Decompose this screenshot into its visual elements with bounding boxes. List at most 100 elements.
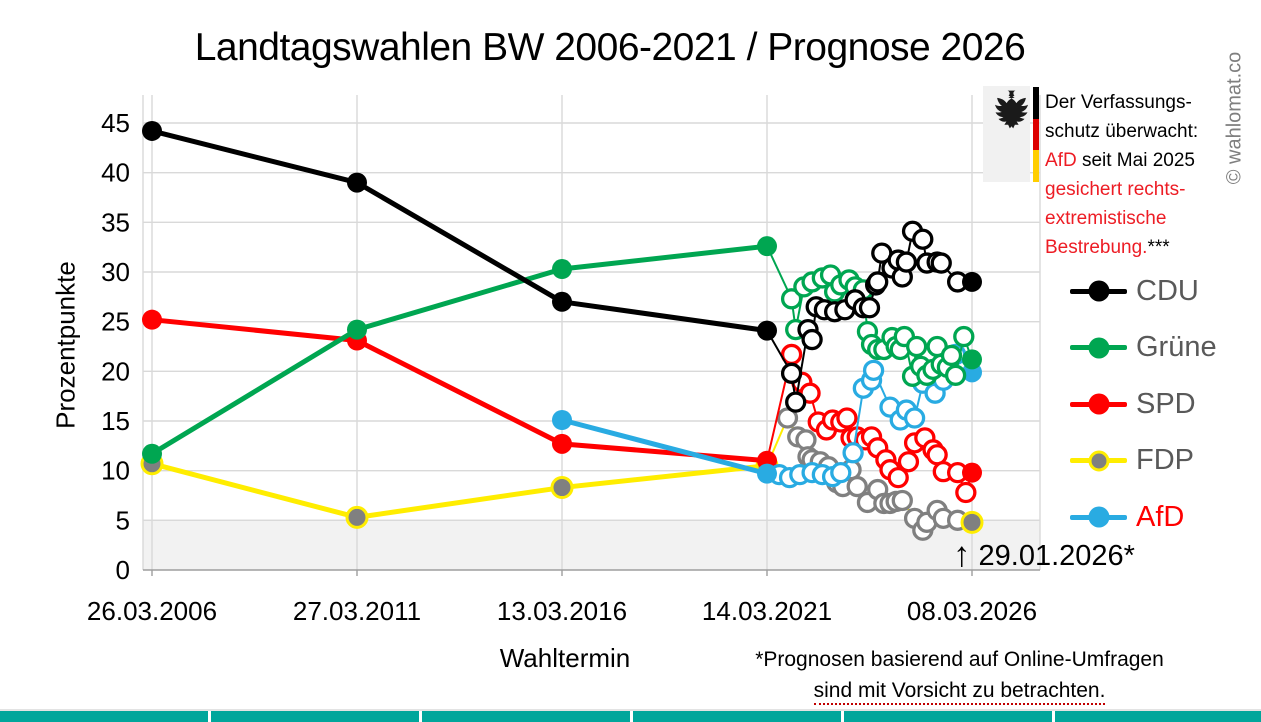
grne-election-line [150,243,768,456]
legend-item-spd: SPD [1070,388,1217,420]
y-tick-label: 15 [101,406,130,436]
cdu-poll-marker [780,362,803,384]
legend-line-afd [1070,506,1127,528]
afd-election-marker [552,410,572,431]
series-cdu [142,120,982,413]
afd-poll-marker [842,442,864,464]
y-tick-label: 35 [101,207,130,237]
legend-dot-afd [1088,506,1109,528]
spd-election-marker [142,309,162,330]
fdp-poll-marker [776,407,799,429]
legend-label-spd: SPD [1136,387,1196,420]
legend-item-grne: Grüne [1070,331,1217,364]
cdu-poll-marker [785,391,807,413]
footnote-line-1: *Prognosen basierend auf Online-Umfragen [755,648,1164,671]
legend-item-cdu: CDU [1070,275,1217,307]
spd-poll-marker [836,407,858,429]
x-tick-label: 26.03.2006 [87,596,217,626]
fdp-election-marker [550,476,574,500]
bundesadler-icon [983,86,1030,182]
grne-poll-marker [780,288,803,310]
legend-item-afd: AfD [1070,501,1217,533]
y-tick-label: 40 [101,158,130,188]
legend-label-grne: Grüne [1136,331,1217,363]
y-tick-label: 25 [101,307,130,337]
fdp-poll-marker [795,429,817,451]
cdu-election-line [151,128,768,334]
note-line: Der Verfassungs- [1045,92,1192,113]
legend-dot-fdp [1088,450,1109,471]
y-tick-label: 0 [116,555,130,585]
verfassungsschutz-note: Der Verfassungs- schutz überwacht: AfD s… [1045,88,1198,262]
series-fdp [140,407,984,541]
cdu-poll-marker [912,228,934,250]
note-line: Bestrebung.*** [1045,237,1170,258]
legend-line-grne [1070,337,1127,358]
x-axis-label: Wahltermin [499,643,631,673]
cdu-poll-marker [930,252,952,274]
y-tick-label: 30 [101,257,130,287]
legend-line-spd [1070,393,1127,415]
cdu-election-marker [347,172,367,193]
flag-red [1033,118,1039,151]
cdu-poll-marker [858,297,881,319]
last-poll-date: 29.01.2026* [978,540,1135,572]
y-tick-label: 10 [101,456,130,486]
x-tick-label: 13.03.2016 [497,596,627,626]
cdu-poll-marker [801,328,823,351]
cdu-election-marker [142,120,162,141]
watermark: © wahlomat.co [1223,51,1246,185]
eagle-icon [994,90,1028,129]
afd-election-line [561,417,768,477]
cdu-election-marker [962,271,982,292]
chart-title: Landtagswahlen BW 2006-2021 / Prognose 2… [194,26,1026,69]
cdu-poll-marker [895,251,918,273]
spd-poll-marker [887,466,909,489]
cdu-election-marker [757,320,777,341]
fdp-poll-marker [891,489,913,512]
spd-election-marker [552,433,572,454]
spd-poll-marker [897,451,920,473]
footnote-line-2: sind mit Vorsicht zu betrachten. [752,675,1167,706]
legend-line-fdp [1070,450,1127,471]
bottom-edge-bar [0,709,1261,722]
legend-line-cdu [1070,280,1127,302]
legend-item-fdp: FDP [1070,444,1217,477]
afd-poll-marker [903,407,926,429]
german-flag-stripe [1033,87,1039,183]
flag-gold [1033,150,1039,183]
fdp-election-line [151,461,768,520]
spd-election-marker [962,462,982,483]
afd-poll-marker [830,462,852,484]
series-spd [142,309,982,504]
x-tick-label: 08.03.2026 [907,596,1037,626]
y-tick-label: 45 [101,108,130,138]
grne-poll-marker [953,325,975,348]
note-line: schutz überwacht: [1045,121,1199,142]
note-line: extremistische [1045,208,1167,229]
note-line: AfD seit Mai 2025 [1045,150,1195,171]
up-arrow-icon: ↑ [953,535,971,574]
legend-dot-cdu [1088,280,1109,302]
grne-election-marker [757,236,777,257]
grne-election-marker [552,259,572,280]
legend-label-cdu: CDU [1136,274,1199,307]
spd-election-line [151,317,768,464]
cdu-election-marker [552,291,572,312]
fdp-poll-marker [846,475,868,498]
prognosis-footnote: *Prognosen basierend auf Online-Umfragen… [752,644,1167,706]
fdp-election-marker [345,505,369,529]
y-tick-label: 5 [116,505,130,535]
last-poll-annotation: ↑ 29.01.2026* [953,537,1135,575]
grne-election-marker [347,319,367,340]
afd-poll-marker [862,359,885,381]
legend-dot-spd [1088,393,1109,415]
grne-poll-marker [940,344,963,367]
fdp-election-marker [960,510,984,534]
chart-legend: CDU Grüne SPD FDP AfD [1070,275,1217,558]
grne-poll-marker [906,335,928,358]
legend-label-afd: AfD [1136,500,1185,533]
x-tick-label: 14.03.2021 [702,596,832,626]
